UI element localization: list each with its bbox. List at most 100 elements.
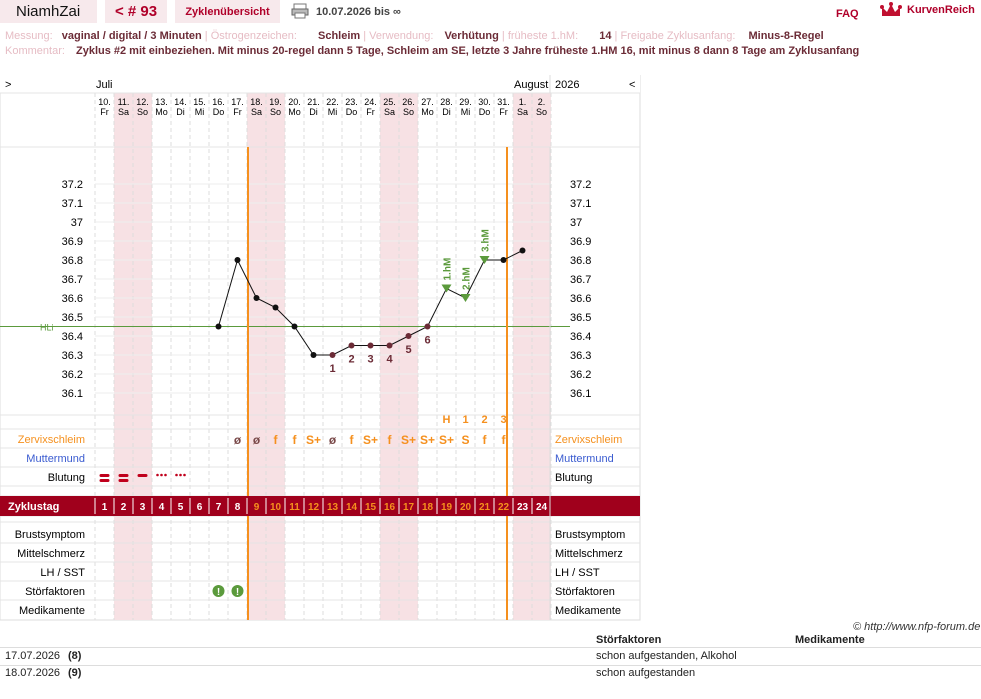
weekday-label: Do [479,107,491,117]
cervix-symbol: ø [234,433,242,447]
cycle-day-label: Zyklustag [8,501,59,513]
temperature-point [291,323,298,330]
overview-link[interactable]: Zyklenübersicht [185,5,270,18]
date-range: 10.07.2026 bis ∞ [316,6,401,18]
weekend-column [114,93,133,620]
comment-line: Kommentar: Zyklus #2 mit einbeziehen. Mi… [5,45,859,57]
day-label: 22. [326,97,339,107]
low-count-label: 1 [329,363,335,375]
weekend-column [247,93,266,620]
bottom-row-label-right: Mittelschmerz [555,548,623,560]
col-medikamente: Medikamente [795,634,865,646]
faq-link[interactable]: FAQ [836,8,859,20]
month-bar [0,75,640,93]
temperature-point [386,342,393,349]
y-tick-right: 36.8 [570,255,591,267]
day-label: 17. [231,97,244,107]
cycle-day-number: 14 [346,502,358,513]
weekend-column [266,93,285,620]
weekday-label: So [536,107,547,117]
day-label: 11. [118,97,130,107]
bottom-row-label: Brustsymptom [15,529,85,541]
messung-label: Messung: [5,30,53,42]
y-tick-right: 36.7 [570,274,591,286]
row-day: (8) [68,650,82,662]
bottom-row-label-right: LH / SST [555,567,600,579]
temperature-point [329,352,336,358]
y-tick-left: 37.2 [62,179,83,191]
temperature-point [367,342,374,349]
bottom-row-label: Medikamente [19,605,85,617]
cycle-day-number: 9 [254,502,260,513]
y-tick-left: 36.8 [62,255,83,267]
cervix-symbol: S+ [401,433,416,447]
weekday-label: Sa [517,107,528,117]
temperature-point [253,295,260,301]
row-stoer: schon aufgestanden, Alkohol [596,650,737,662]
row-date: 17.07.2026 [5,650,61,662]
printer-icon[interactable] [291,3,309,19]
cycle-day-number: 17 [403,502,415,513]
cycle-nav-box[interactable]: < # 93 [105,0,167,23]
high-measure-label: 1.hM [443,258,454,281]
cervix-symbol: f [388,433,393,447]
temperature-point [500,257,507,263]
y-tick-right: 36.6 [570,293,591,305]
bleeding-mark [118,479,129,482]
verwendung-label: Verwendung: [369,30,434,42]
disturbance-icon-mark: ! [236,587,239,598]
cycle-day-number: 2 [121,502,127,513]
cycle-day-number: 12 [308,502,320,513]
weekday-label: Di [309,107,318,117]
cycle-nav-link[interactable]: < # 93 [114,3,158,20]
bottom-row-label-right: Brustsymptom [555,529,625,541]
oestrogen-label: Östrogenzeichen: [210,30,297,42]
y-tick-right: 36.2 [570,369,591,381]
bottom-row-label: Mittelschmerz [17,548,85,560]
kommentar-label: Kommentar: [5,45,65,57]
overview-box[interactable]: Zyklenübersicht [175,0,280,23]
weekday-label: So [137,107,148,117]
muttermund-row-label: Muttermund [26,453,85,465]
weekday-label: Sa [251,107,262,117]
bottom-row-label-right: Medikamente [555,605,621,617]
cycle-day-number: 21 [479,502,491,513]
cycle-day-number: 7 [216,502,222,513]
freigabe-value: Minus-8-Regel [748,30,824,42]
bleeding-dot [160,473,163,477]
low-count-label: 2 [348,354,354,366]
y-tick-right: 36.5 [570,312,591,324]
cycle-day-number: 3 [140,502,146,513]
day-label: 25. [383,97,396,107]
weekend-column [380,93,399,620]
low-count-label: 4 [386,354,393,366]
brand-name[interactable]: KurvenReich [907,4,975,16]
cervix-symbol: S+ [420,433,435,447]
y-tick-right: 37.1 [570,198,591,210]
temperature-point [234,257,241,263]
username: NiamhZai [16,3,81,20]
month-start-label: Juli [96,79,113,91]
messung-value: vaginal / digital / 3 Minuten [61,30,202,42]
peak-label: 2 [481,414,487,426]
bleeding-mark [118,474,129,477]
y-tick-right: 36.4 [570,331,591,343]
weekday-label: So [270,107,281,117]
weekday-label: Mi [328,107,338,117]
day-label: 16. [212,97,225,107]
day-label: 21. [307,97,320,107]
cycle-day-number: 4 [159,502,165,513]
row-day: (9) [68,667,82,679]
day-label: 20. [288,97,301,107]
cycle-day-number: 24 [536,502,548,513]
weekday-label: Fr [366,107,375,117]
bottom-row-label-right: Störfaktoren [555,586,615,598]
weekday-label: Di [176,107,185,117]
y-tick-right: 37 [570,217,582,229]
y-tick-right: 37.2 [570,179,591,191]
weekday-label: Mi [195,107,205,117]
table-row: 18.07.2026 (9) schon aufgestanden [0,666,981,682]
cycle-day-number: 16 [384,502,396,513]
coverline-label: HLi [40,323,54,333]
y-tick-left: 36.7 [62,274,83,286]
